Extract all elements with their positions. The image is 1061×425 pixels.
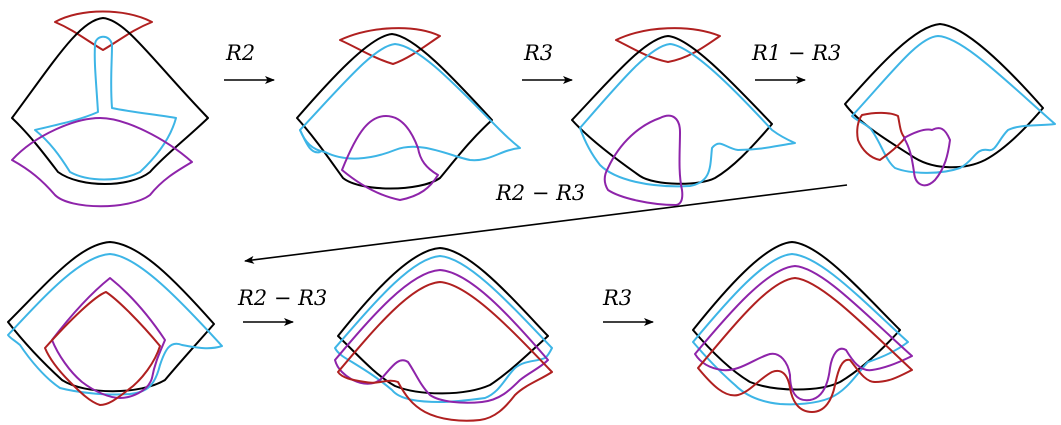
panel-4 [844,23,1056,187]
move-arrows [224,76,848,326]
panel-2-blue-tail [299,129,321,154]
panel-6-black-curve [337,247,549,395]
panel-5-purple-curve [51,277,166,399]
panel-1-blue-curve [34,35,177,181]
panel-1 [11,10,209,208]
panel-6 [334,247,553,422]
panel-2-blue-curve [299,43,521,162]
panel-7-black-curve [692,241,901,391]
panel-2 [296,27,521,201]
panel-3-blue-curve [579,43,796,188]
panel-3 [571,27,796,206]
panel-4-black-curve [844,23,1044,169]
panel-3-purple-curve [603,114,684,206]
panel-2-purple-curve [341,115,439,201]
panel-5 [7,241,223,406]
panel-1-red-curve [54,10,153,51]
panel-7-red-curve [697,277,913,413]
panel-4-red-curve [856,111,906,161]
panel-6-red-curve [337,281,553,422]
panel-3-black-curve [571,35,773,185]
move-label-4: R2 − R3 [495,181,585,205]
move-labels: R2 R3 R1 − R3 R2 − R3 R2 − R3 R3 [225,41,841,310]
panel-2-black-curve [296,33,493,190]
panel-5-blue-curve [7,253,223,396]
panel-4-blue-curve [851,35,1056,174]
panel-2-red-curve [339,27,441,65]
move-label-2: R3 [523,41,553,65]
panel-5-red-curve [44,291,161,406]
panel-1-purple-curve [11,117,193,208]
move-label-5: R2 − R3 [237,286,327,310]
move-label-1: R2 [225,41,255,65]
panel-1-black-curve [11,17,209,185]
panel-5-black-curve [7,241,215,393]
arrow-r2-r3-long [244,184,848,264]
panel-6-purple-curve [334,269,549,404]
panel-7 [692,241,913,413]
move-label-6: R3 [602,286,632,310]
panel-4-purple-curve [903,127,951,187]
panel-3-red-curve [615,27,721,63]
move-label-3: R1 − R3 [751,41,841,65]
panel-7-purple-curve [694,265,913,402]
